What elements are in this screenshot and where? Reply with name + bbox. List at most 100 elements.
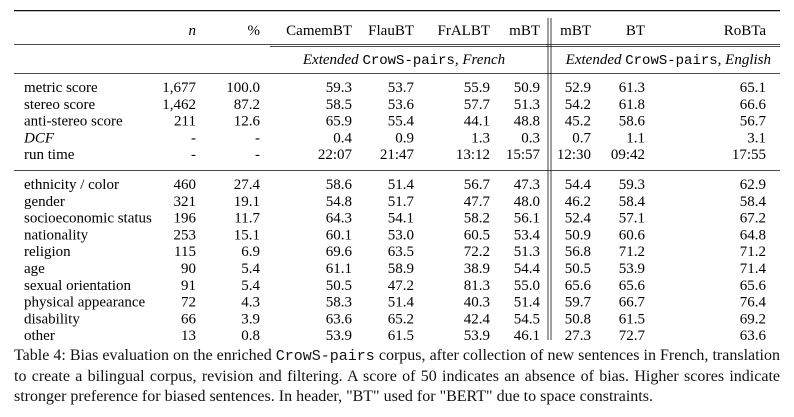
table-cell: 81.3 [464, 278, 490, 294]
table-cell: 65.6 [619, 278, 646, 294]
table-cell: 58.2 [464, 211, 490, 227]
row-label: DCF [23, 130, 55, 146]
row-label: run time [24, 147, 75, 163]
table-cell: 47.3 [514, 177, 540, 193]
table-cell: - [191, 130, 196, 146]
table-cell: 53.9 [619, 261, 645, 277]
table-cell: 53.9 [326, 328, 352, 340]
table-cell: 211 [174, 114, 196, 130]
table-cell: 253 [174, 227, 197, 243]
table-cell: 46.2 [565, 194, 591, 210]
table-cell: 63.5 [388, 244, 414, 260]
table-cell: 5.4 [241, 278, 260, 294]
table-cell: 61.5 [388, 328, 414, 340]
table-cell: 53.0 [388, 227, 414, 243]
table-cell: 44.1 [464, 114, 490, 130]
table-cell: 65.6 [740, 278, 767, 294]
table-cell: 51.4 [514, 295, 541, 311]
table-cell: 1.3 [471, 130, 490, 146]
table-cell: 46.1 [514, 328, 540, 340]
table-cell: 55.9 [464, 80, 490, 96]
column-header-1: n [189, 23, 197, 39]
row-label: anti-stereo score [24, 114, 123, 130]
table-cell: 58.4 [619, 194, 646, 210]
table-cell: 56.1 [514, 211, 540, 227]
table-cell: 66.6 [740, 97, 767, 113]
table-cell: 1,462 [162, 97, 196, 113]
table-cell: 4.3 [241, 295, 260, 311]
table-cell: - [255, 147, 260, 163]
table-cell: 66.7 [619, 295, 646, 311]
table-cell: 51.3 [514, 97, 540, 113]
table-cell: 61.5 [619, 311, 645, 327]
table-cell: 50.8 [565, 311, 591, 327]
table-cell: 58.4 [740, 194, 767, 210]
table-cell: 12:30 [557, 147, 591, 163]
table-cell: 64.8 [740, 227, 766, 243]
column-header-4: FlauBT [368, 23, 414, 39]
table-cell: 55.4 [388, 114, 415, 130]
table-cell: 50.9 [565, 227, 591, 243]
table-cell: 47.7 [464, 194, 491, 210]
row-label: ethnicity / color [24, 177, 119, 193]
row-label: socioeconomic status [24, 211, 152, 227]
table-cell: 0.7 [572, 130, 591, 146]
caption-text-2: corpus, after collection of new sentence… [14, 347, 780, 405]
results-table: n% CamemBT FlauBT FrALBT mBT mBT BT RoBTa Extend… [14, 10, 780, 344]
table-cell: 72.7 [619, 328, 646, 340]
column-header-8: BT [626, 23, 645, 39]
group-header-french: Extended CrowS-pairs, French [302, 52, 505, 69]
table-cell: 65.6 [565, 278, 592, 294]
table-cell: 115 [174, 244, 196, 260]
table-cell: 90 [181, 261, 196, 277]
table-cell: 53.4 [514, 227, 541, 243]
table-cell: 54.2 [565, 97, 591, 113]
column-header-3: CamemBT [286, 23, 352, 39]
table-cell: 53.9 [464, 328, 490, 340]
table-cell: 58.5 [326, 97, 352, 113]
table-cell: 65.9 [326, 114, 352, 130]
table-cell: 61.1 [326, 261, 352, 277]
table-cell: 63.6 [326, 311, 353, 327]
table-cell: 40.3 [464, 295, 490, 311]
table-cell: 59.3 [326, 80, 352, 96]
table-cell: 50.9 [514, 80, 540, 96]
table-cell: 58.9 [388, 261, 414, 277]
column-header-6: mBT [509, 23, 540, 39]
table-cell: 56.7 [740, 114, 767, 130]
table-cell: 71.2 [740, 244, 766, 260]
table-cell: 100.0 [226, 80, 260, 96]
table-cell: 51.3 [514, 244, 540, 260]
table-cell: 59.7 [565, 295, 592, 311]
row-label: age [24, 261, 45, 277]
table-cell: 47.2 [388, 278, 414, 294]
table-cell: 64.3 [326, 211, 352, 227]
table-cell: 76.4 [740, 295, 767, 311]
table-cell: 3.1 [747, 130, 766, 146]
table-cell: 65.2 [388, 311, 414, 327]
table-cell: 19.1 [234, 194, 260, 210]
table-cell: 71.2 [619, 244, 645, 260]
table-cell: - [191, 147, 196, 163]
table-cell: 55.0 [514, 278, 540, 294]
column-header-7: mBT [560, 23, 591, 39]
table-cell: 54.8 [326, 194, 352, 210]
table-cell: 62.9 [740, 177, 766, 193]
row-label: physical appearance [24, 295, 146, 311]
table-cell: 58.6 [326, 177, 353, 193]
table-cell: 51.7 [388, 194, 415, 210]
table-cell: 63.6 [740, 328, 767, 340]
table-cell: 54.5 [514, 311, 540, 327]
table-cell: - [255, 130, 260, 146]
table-cell: 17:55 [732, 147, 766, 163]
table-cell: 0.9 [395, 130, 414, 146]
table-cell: 52.9 [565, 80, 591, 96]
table-cell: 53.6 [388, 97, 415, 113]
table-cell: 6.9 [241, 244, 260, 260]
table-cell: 321 [174, 194, 197, 210]
caption-corpus-name: CrowS-pairs [275, 348, 375, 365]
table-cell: 42.4 [464, 311, 491, 327]
group-header-english: Extended CrowS-pairs, English [565, 52, 771, 69]
table-cell: 5.4 [241, 261, 260, 277]
table-cell: 69.6 [326, 244, 353, 260]
